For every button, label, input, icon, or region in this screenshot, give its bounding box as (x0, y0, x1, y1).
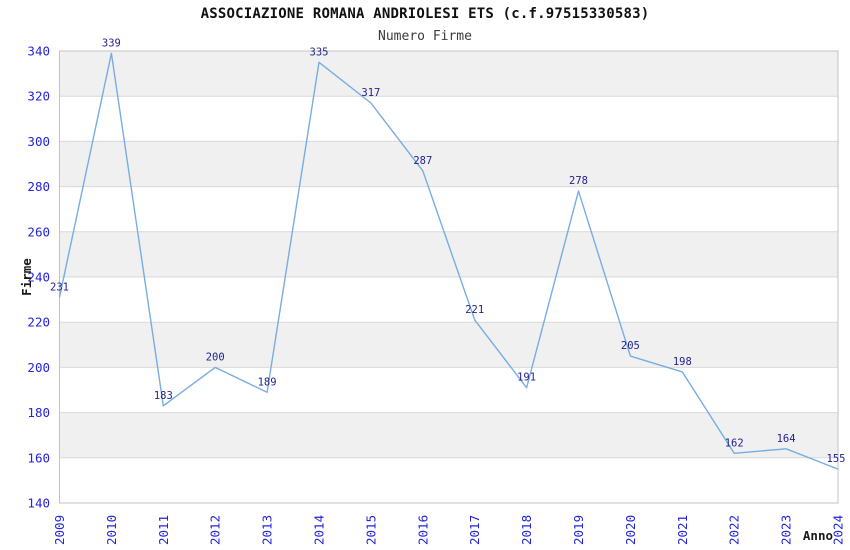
y-tick-label: 200 (27, 360, 50, 375)
y-tick-label: 160 (27, 450, 50, 465)
x-tick-label: 2011 (156, 515, 171, 545)
point-label: 198 (673, 356, 692, 368)
point-label: 191 (517, 372, 536, 384)
y-axis-title: Firme (19, 258, 34, 296)
x-tick-label: 2018 (519, 515, 534, 545)
point-label: 200 (206, 351, 225, 363)
y-tick-label: 240 (27, 270, 50, 285)
y-tick-label: 320 (27, 89, 50, 104)
point-label: 183 (154, 390, 173, 402)
x-axis-title: Anno (802, 528, 833, 543)
x-tick-label: 2016 (415, 515, 430, 545)
point-label: 189 (258, 376, 277, 388)
y-tick-label: 260 (27, 224, 50, 239)
x-tick-label: 2012 (208, 515, 223, 545)
x-tick-label: 2020 (623, 515, 638, 545)
point-label: 317 (361, 87, 380, 99)
y-tick-label: 180 (27, 405, 50, 420)
point-label: 162 (725, 437, 744, 449)
x-tick-label: 2022 (727, 515, 742, 545)
y-tick-label: 300 (27, 134, 50, 149)
point-label: 205 (621, 340, 640, 352)
x-tick-label: 2019 (571, 515, 586, 545)
chart-subtitle: Numero Firme (378, 29, 472, 44)
y-tick-label: 140 (27, 496, 50, 511)
x-tick-label: 2024 (831, 515, 846, 545)
plot-border (59, 50, 839, 504)
point-label: 278 (569, 175, 588, 187)
point-label: 221 (465, 304, 484, 316)
point-label: 335 (310, 46, 329, 58)
grid-band (59, 322, 838, 368)
point-label: 339 (102, 37, 121, 49)
x-tick-label: 2015 (363, 515, 378, 545)
grid-band (59, 412, 838, 458)
x-tick-label: 2017 (467, 515, 482, 545)
grid-band (59, 51, 838, 97)
point-label: 231 (50, 281, 69, 293)
y-tick-label: 280 (27, 179, 50, 194)
signature-count-line (58, 52, 839, 470)
point-label: 164 (777, 433, 796, 445)
chart-title: ASSOCIAZIONE ROMANA ANDRIOLESI ETS (c.f.… (200, 6, 650, 22)
y-tick-label: 220 (27, 315, 50, 330)
grid-band (59, 231, 838, 277)
point-label: 155 (827, 453, 846, 465)
x-tick-label: 2014 (312, 515, 327, 545)
x-tick-label: 2009 (52, 515, 67, 545)
x-tick-label: 2023 (779, 515, 794, 545)
x-tick-label: 2021 (675, 515, 690, 545)
x-tick-label: 2010 (104, 515, 119, 545)
grid-band (59, 141, 838, 187)
x-tick-label: 2013 (260, 515, 275, 545)
y-tick-label: 340 (27, 44, 50, 59)
point-label: 287 (413, 155, 432, 167)
